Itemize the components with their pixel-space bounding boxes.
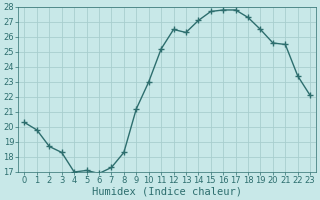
X-axis label: Humidex (Indice chaleur): Humidex (Indice chaleur)	[92, 187, 242, 197]
